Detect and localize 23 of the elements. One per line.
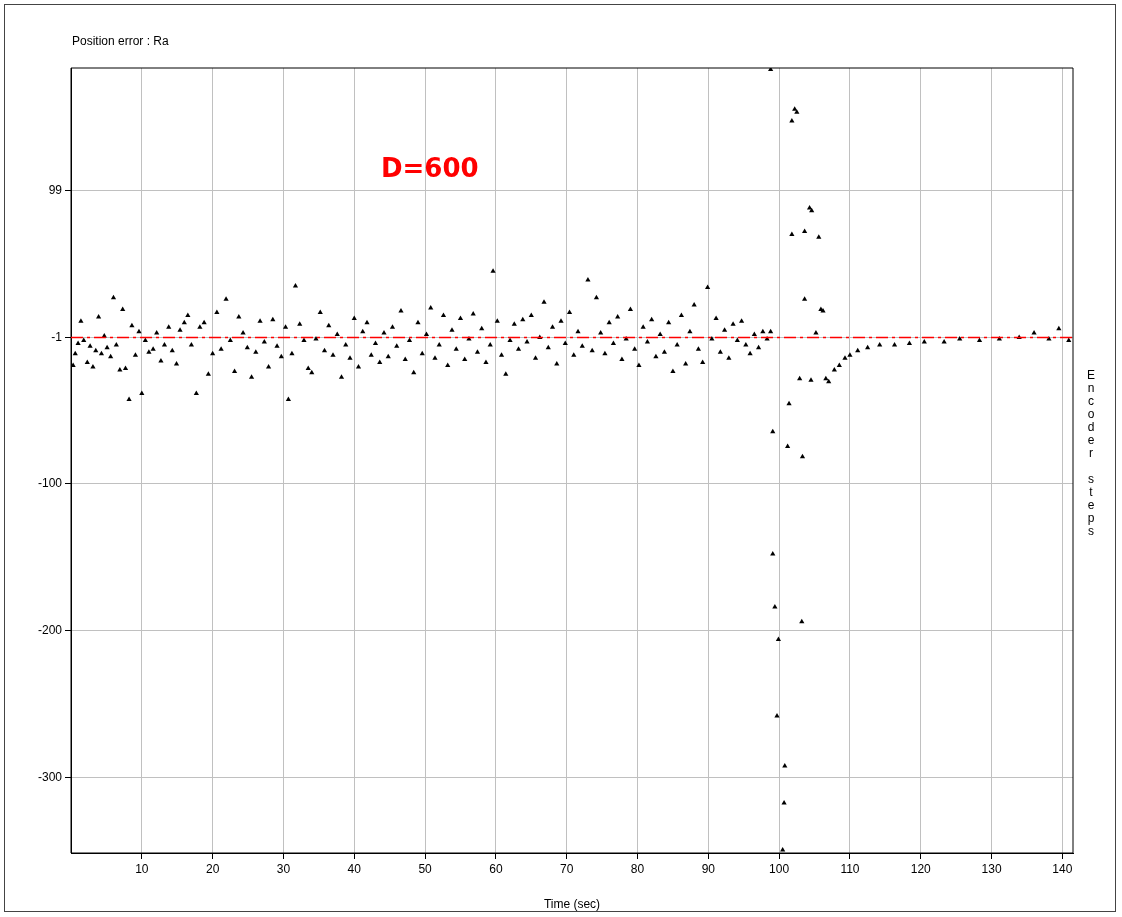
x-tick-label: 30 <box>276 861 291 876</box>
y-tick-label: -300 <box>37 770 63 785</box>
x-tick-label: 50 <box>418 861 433 876</box>
x-tick-label: 90 <box>701 861 716 876</box>
x-tick-label: 140 <box>1052 861 1073 876</box>
x-tick-label: 40 <box>347 861 362 876</box>
y-axis-title: Encoder steps <box>1084 368 1098 537</box>
x-tick-label: 110 <box>840 861 860 876</box>
y-tick-label: 99 <box>48 182 63 197</box>
y-tick-label: -100 <box>37 475 63 490</box>
x-tick-label: 70 <box>560 861 574 876</box>
x-tick-label: 60 <box>489 861 503 876</box>
x-tick-label: 100 <box>769 861 790 876</box>
x-tick-label: 80 <box>630 861 645 876</box>
chart-title: Position error : Ra <box>72 34 169 48</box>
y-tick-label: -200 <box>37 622 63 637</box>
y-tick-label: -1 <box>51 329 63 344</box>
x-tick-label: 20 <box>205 861 220 876</box>
annotation: D=600 <box>381 153 479 183</box>
x-tick-label: 10 <box>135 861 149 876</box>
x-tick-label: 130 <box>981 861 1002 876</box>
x-axis-title: Time (sec) <box>542 897 602 911</box>
x-tick-label: 120 <box>910 861 932 876</box>
